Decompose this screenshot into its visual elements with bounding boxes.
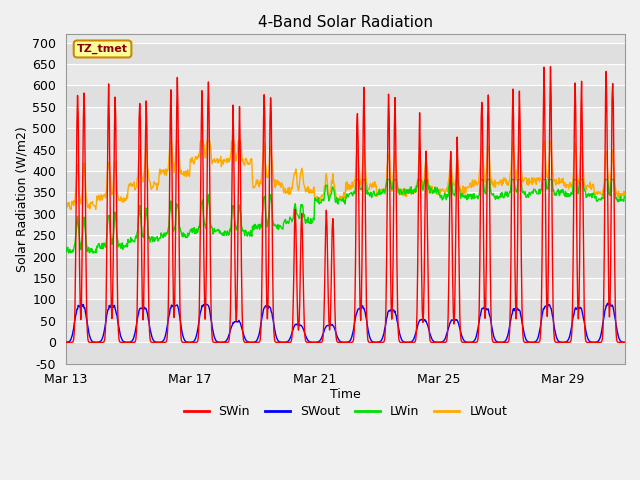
Bar xyxy=(66,128,625,150)
Bar xyxy=(66,214,625,235)
X-axis label: Time: Time xyxy=(330,388,361,401)
Text: TZ_tmet: TZ_tmet xyxy=(77,44,128,54)
Bar xyxy=(66,257,625,278)
Bar xyxy=(66,300,625,321)
Legend: SWin, SWout, LWin, LWout: SWin, SWout, LWin, LWout xyxy=(179,400,512,423)
Bar xyxy=(66,43,625,64)
Bar xyxy=(66,171,625,192)
Bar xyxy=(66,342,625,364)
Title: 4-Band Solar Radiation: 4-Band Solar Radiation xyxy=(258,15,433,30)
Bar xyxy=(66,85,625,107)
Y-axis label: Solar Radiation (W/m2): Solar Radiation (W/m2) xyxy=(15,126,28,272)
